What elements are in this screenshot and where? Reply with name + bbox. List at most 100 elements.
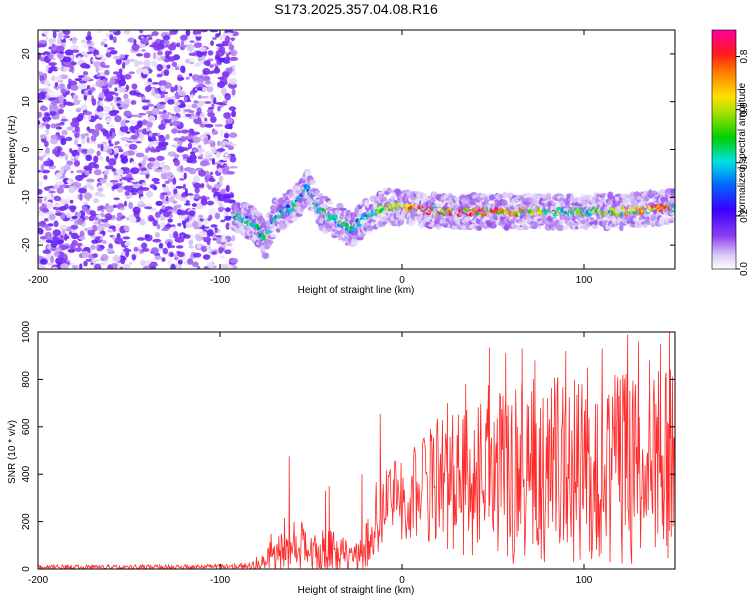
noise-cell — [175, 192, 181, 200]
noise-cell — [130, 134, 138, 140]
noise-cell — [177, 259, 183, 265]
noise-cell — [224, 153, 229, 157]
noise-cell — [95, 214, 102, 218]
band-halo-cell — [629, 191, 635, 198]
noise-cell — [112, 254, 121, 262]
noise-cell — [104, 69, 110, 76]
noise-cell — [84, 91, 89, 97]
noise-cell — [80, 50, 87, 56]
noise-cell — [144, 234, 149, 239]
noise-cell — [116, 188, 124, 193]
band-halo-cell — [261, 248, 266, 252]
noise-cell — [191, 115, 199, 120]
noise-cell — [56, 39, 62, 45]
noise-cell — [131, 43, 140, 51]
noise-cell — [99, 205, 104, 210]
band-halo-cell — [671, 189, 675, 193]
noise-cell — [128, 262, 132, 265]
y-tick-label: 800 — [21, 371, 32, 388]
spectrogram-image — [38, 30, 675, 269]
noise-cell — [134, 124, 140, 130]
noise-cell — [107, 229, 112, 233]
noise-cell — [231, 110, 236, 118]
noise-cell — [103, 223, 111, 228]
noise-cell — [120, 256, 126, 265]
noise-cell — [175, 42, 181, 48]
snr-series-line — [38, 332, 675, 569]
noise-cell — [222, 211, 229, 217]
noise-cell — [202, 254, 211, 260]
noise-cell — [68, 231, 73, 236]
noise-cell — [103, 113, 110, 116]
noise-cell — [181, 220, 186, 225]
noise-cell — [60, 138, 67, 146]
noise-cell — [59, 83, 65, 91]
noise-cell — [145, 126, 151, 132]
noise-cell — [139, 171, 148, 176]
band-halo-cell — [619, 224, 624, 232]
noise-cell — [167, 43, 177, 51]
noise-cell — [208, 208, 218, 216]
noise-cell — [214, 227, 218, 231]
noise-cell — [158, 123, 166, 131]
noise-cell — [137, 200, 145, 205]
noise-cell — [169, 66, 176, 73]
noise-cell — [112, 235, 116, 241]
noise-cell — [108, 243, 113, 250]
noise-cell — [211, 157, 216, 165]
band-halo-cell — [314, 190, 321, 194]
noise-cell — [212, 63, 219, 67]
noise-cell — [44, 79, 50, 87]
noise-cell — [188, 35, 194, 40]
noise-cell — [147, 216, 155, 222]
snr-y-label: SNR (10 * v/v) — [7, 420, 18, 484]
noise-cell — [130, 167, 140, 175]
noise-cell — [83, 165, 92, 171]
noise-cell — [81, 88, 85, 95]
noise-cell — [38, 227, 42, 231]
noise-cell — [140, 93, 144, 97]
noise-cell — [75, 174, 84, 181]
noise-cell — [214, 124, 224, 127]
noise-cell — [188, 128, 195, 134]
noise-cell — [94, 123, 104, 131]
noise-cell — [224, 144, 229, 148]
noise-cell — [196, 86, 203, 91]
noise-cell — [83, 246, 91, 252]
noise-cell — [54, 81, 59, 87]
noise-cell — [214, 235, 223, 238]
noise-cell — [218, 46, 226, 53]
noise-cell — [61, 228, 66, 237]
noise-cell — [167, 111, 171, 116]
noise-cell — [89, 87, 96, 92]
noise-cell — [51, 75, 56, 82]
noise-cell — [203, 70, 208, 75]
x-tick-label: -100 — [210, 575, 230, 586]
noise-cell — [76, 115, 84, 122]
noise-cell — [51, 99, 58, 106]
noise-cell — [90, 244, 96, 251]
noise-cell — [207, 262, 215, 269]
noise-cell — [73, 100, 81, 106]
noise-cell — [79, 193, 83, 201]
noise-cell — [226, 265, 234, 269]
noise-cell — [182, 154, 189, 159]
noise-cell — [144, 85, 152, 93]
band-core-cell — [344, 222, 349, 227]
noise-cell — [118, 79, 127, 87]
noise-cell — [119, 125, 129, 133]
noise-cell — [157, 57, 162, 61]
noise-cell — [109, 49, 118, 55]
noise-cell — [99, 236, 103, 241]
noise-cell — [95, 66, 100, 73]
noise-cell — [210, 40, 214, 46]
noise-cell — [45, 113, 50, 117]
band-halo-cell — [271, 227, 278, 233]
noise-cell — [161, 257, 166, 262]
noise-cell — [123, 225, 130, 232]
noise-cell — [210, 116, 217, 123]
noise-cell — [45, 147, 50, 154]
noise-cell — [123, 93, 129, 100]
noise-cell — [60, 118, 69, 122]
